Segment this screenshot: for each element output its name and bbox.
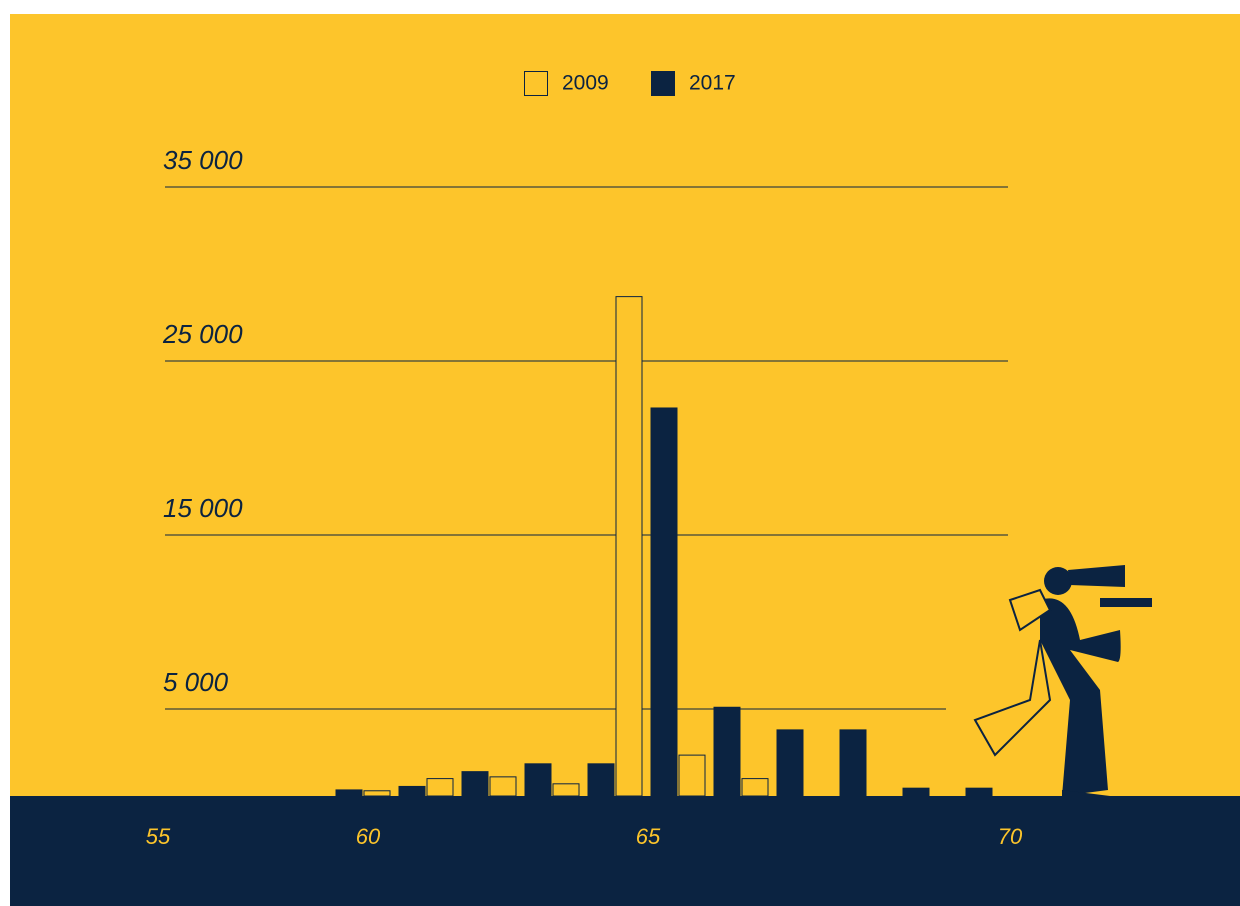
bars bbox=[335, 296, 993, 797]
y-tick-label: 15 000 bbox=[163, 493, 243, 523]
bar bbox=[426, 778, 454, 797]
grid: 5 000 15 000 25 000 35 000 bbox=[162, 145, 1008, 710]
bar bbox=[587, 763, 615, 797]
bar bbox=[776, 729, 804, 797]
bar bbox=[741, 778, 769, 797]
bar bbox=[398, 785, 426, 797]
bar bbox=[461, 771, 489, 797]
bar bbox=[839, 729, 867, 797]
bar bbox=[335, 789, 363, 797]
y-tick-label: 25 000 bbox=[162, 319, 243, 349]
legend: 2009 2017 bbox=[524, 71, 736, 96]
legend-label: 2017 bbox=[689, 72, 736, 95]
legend-label: 2009 bbox=[562, 72, 609, 95]
bar bbox=[902, 787, 930, 797]
bar bbox=[524, 763, 552, 797]
figure-illustration bbox=[973, 565, 1152, 796]
bar bbox=[713, 706, 741, 797]
x-tick-label: 60 bbox=[356, 824, 381, 849]
x-tick-label: 70 bbox=[998, 824, 1023, 849]
legend-swatch bbox=[651, 71, 675, 96]
bar bbox=[363, 790, 391, 797]
x-tick-label: 65 bbox=[636, 824, 661, 849]
bar bbox=[489, 776, 517, 797]
legend-swatch bbox=[524, 71, 548, 96]
bar bbox=[650, 407, 678, 797]
bar bbox=[552, 783, 580, 797]
bar bbox=[965, 787, 993, 797]
bar bbox=[678, 754, 706, 797]
bar bbox=[615, 296, 643, 797]
x-tick-label: 55 bbox=[146, 824, 171, 849]
y-tick-label: 5 000 bbox=[163, 667, 229, 697]
y-tick-label: 35 000 bbox=[163, 145, 243, 175]
axis-band bbox=[10, 796, 1240, 906]
